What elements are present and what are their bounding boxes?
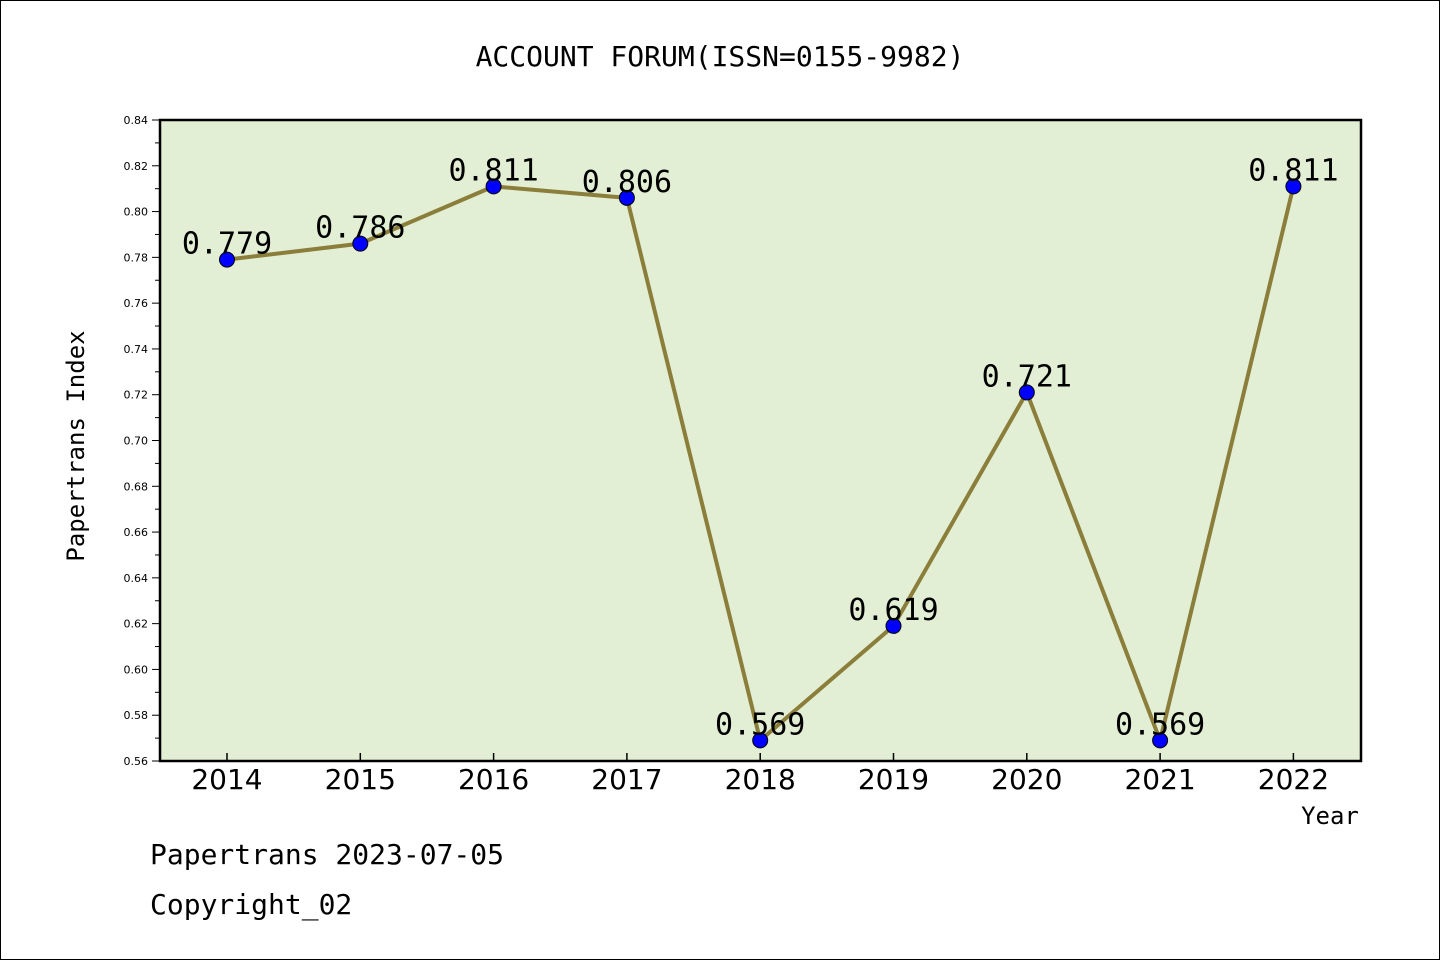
y-tick-label: 0.76 — [124, 297, 149, 310]
x-axis-label: Year — [1301, 802, 1359, 830]
x-tick-label: 2016 — [458, 763, 529, 796]
data-point-2020 — [1018, 384, 1035, 401]
x-tick-label: 2021 — [1124, 763, 1195, 796]
y-tick-label: 0.68 — [124, 480, 149, 493]
y-tick-label: 0.84 — [124, 114, 149, 127]
y-axis: 0.56 0.58 0.60 0.62 0.64 0.66 0.68 0.70 0.72 0.74… — [124, 114, 160, 768]
data-label-2021: 0.569 — [1115, 707, 1205, 742]
data-point-2016 — [485, 178, 502, 195]
data-label-2015: 0.786 — [315, 211, 405, 246]
footer-date: Papertrans 2023-07-05 — [150, 838, 504, 871]
y-tick-label: 0.60 — [124, 663, 149, 676]
y-axis-label: Papertrans Index — [62, 330, 90, 561]
chart-title: ACCOUNT FORUM(ISSN=0155-9982) — [476, 40, 965, 73]
y-tick-label: 0.74 — [124, 343, 149, 356]
y-tick-label: 0.70 — [124, 435, 149, 448]
x-tick-label: 2019 — [858, 763, 929, 796]
x-tick-label: 2017 — [591, 763, 662, 796]
y-tick-label: 0.78 — [124, 251, 149, 264]
data-point-2018 — [752, 732, 769, 749]
y-tick-label: 0.82 — [124, 160, 149, 173]
data-point-2017 — [618, 189, 635, 206]
y-tick-label: 0.66 — [124, 526, 149, 539]
y-tick-label: 0.62 — [124, 618, 149, 631]
data-label-2019: 0.619 — [848, 593, 938, 628]
data-point-2019 — [885, 617, 902, 634]
x-tick-label: 2014 — [191, 763, 262, 796]
data-label-2016: 0.811 — [448, 153, 538, 188]
y-tick-label: 0.80 — [124, 206, 149, 219]
data-label-2014: 0.779 — [182, 227, 272, 262]
data-labels: 0.779 0.786 0.811 0.806 0.569 0.619 0.721 0.569… — [182, 153, 1339, 742]
data-label-2018: 0.569 — [715, 707, 805, 742]
data-point-2015 — [352, 235, 369, 252]
x-axis: 2014 2015 2016 2017 2018 2019 2020 2021 2022 — [191, 753, 1329, 796]
data-label-2017: 0.806 — [582, 165, 672, 200]
data-points — [219, 178, 1302, 749]
footer-copyright: Copyright_02 — [150, 888, 352, 922]
y-tick-label: 0.58 — [124, 709, 149, 722]
x-tick-label: 2018 — [725, 763, 796, 796]
x-tick-label: 2015 — [325, 763, 396, 796]
data-point-2014 — [219, 251, 235, 268]
x-tick-label: 2022 — [1258, 763, 1329, 796]
x-tick-label: 2020 — [991, 763, 1062, 796]
y-tick-label: 0.72 — [124, 389, 149, 402]
y-tick-label: 0.64 — [124, 572, 149, 585]
data-label-2022: 0.811 — [1248, 153, 1338, 188]
data-label-2020: 0.721 — [982, 359, 1072, 394]
y-tick-label: 0.56 — [124, 755, 149, 768]
data-point-2022 — [1285, 178, 1302, 195]
data-point-2021 — [1152, 732, 1169, 749]
plot-area — [158, 118, 1363, 763]
